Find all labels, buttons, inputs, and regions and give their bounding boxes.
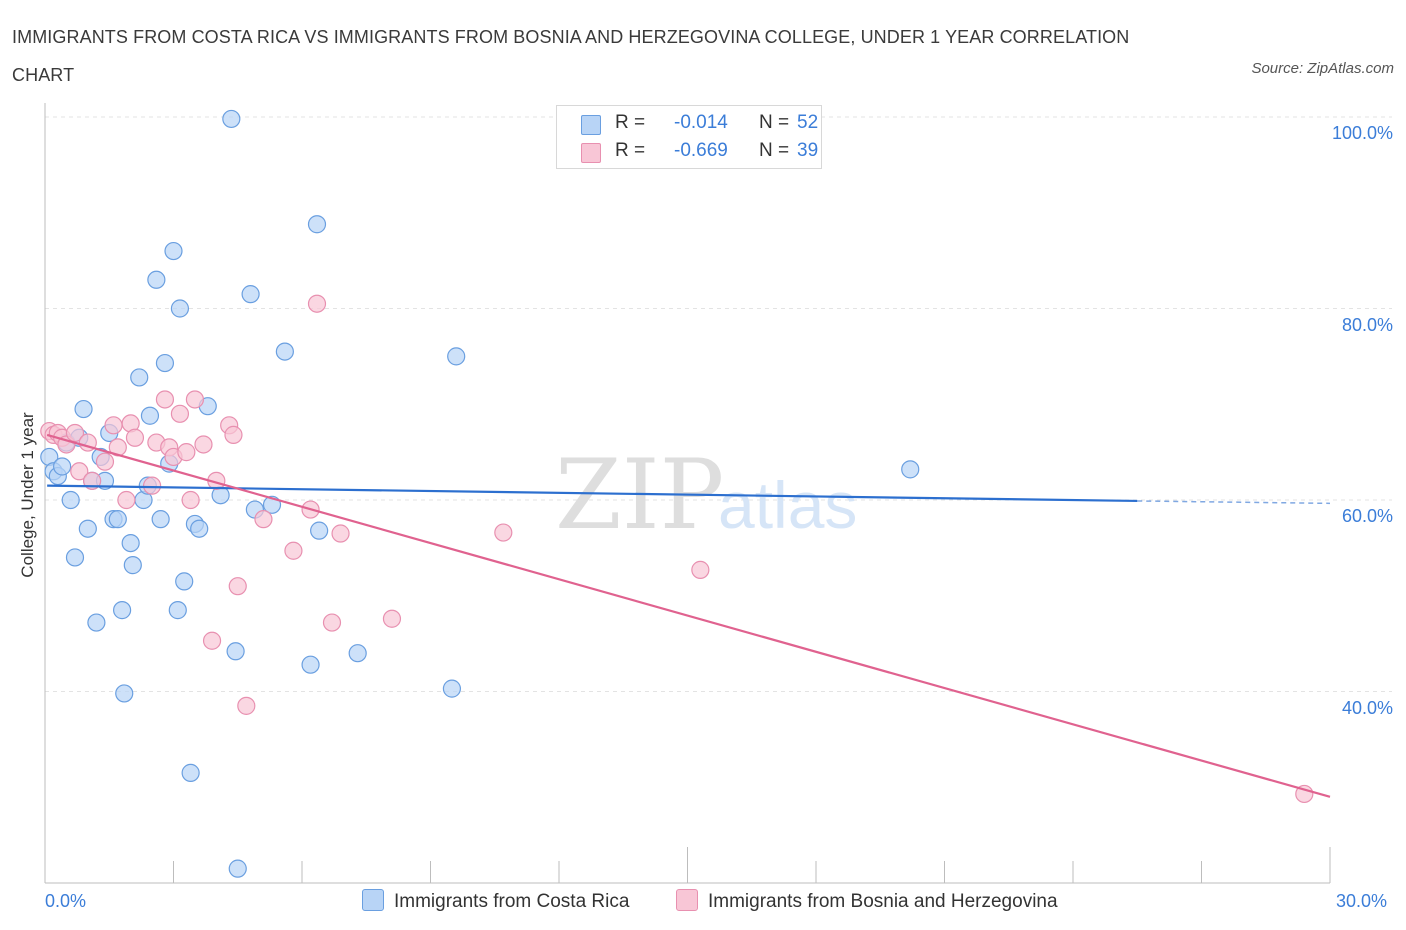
chart-title: IMMIGRANTS FROM COSTA RICA VS IMMIGRANTS… <box>12 27 1130 85</box>
y-tick-label: 100.0% <box>1331 123 1393 143</box>
legend-r-value: -0.014 <box>674 112 728 133</box>
point-bosnia <box>181 490 200 510</box>
point-costa-rica <box>108 510 127 529</box>
point-bosnia <box>155 390 175 409</box>
point-bosnia <box>65 423 85 443</box>
point-costa-rica <box>115 684 134 703</box>
point-costa-rica <box>147 270 166 289</box>
legend-n-value: 39 <box>797 140 819 161</box>
point-costa-rica <box>155 353 175 373</box>
point-bosnia <box>142 476 162 495</box>
point-costa-rica <box>181 763 200 782</box>
series-name-bosnia: Immigrants from Bosnia and Herzegovina <box>708 891 1058 912</box>
point-bosnia <box>331 524 350 543</box>
point-costa-rica <box>78 519 97 538</box>
x-tick-label-min: 0.0% <box>45 891 87 911</box>
legend-r-value: -0.669 <box>674 140 728 161</box>
point-bosnia <box>83 471 102 490</box>
series-legend-bosnia: Immigrants from Bosnia and Herzegovina <box>676 889 1058 913</box>
trendline-costa-rica <box>47 484 1138 503</box>
point-bosnia <box>382 609 402 628</box>
point-costa-rica <box>447 347 466 366</box>
point-costa-rica <box>65 548 85 567</box>
point-bosnia <box>224 425 243 444</box>
point-bosnia <box>254 510 273 529</box>
grid-lines <box>45 116 1392 692</box>
trendline-costa-rica-extension <box>1137 500 1331 505</box>
legend-n-label: N = <box>759 140 790 161</box>
point-costa-rica <box>228 859 247 878</box>
point-costa-rica <box>175 572 194 591</box>
point-bosnia <box>95 452 115 471</box>
point-bosnia <box>117 490 136 510</box>
trend-lines <box>46 433 1331 798</box>
point-costa-rica <box>310 521 329 540</box>
y-tick-label: 40.0% <box>1341 697 1393 718</box>
series-name-costa-rica: Immigrants from Costa Rica <box>394 891 630 912</box>
point-costa-rica <box>241 285 260 304</box>
legend-n-label: N = <box>759 112 790 133</box>
point-costa-rica <box>190 519 209 538</box>
point-bosnia <box>104 416 123 435</box>
point-costa-rica <box>74 399 93 419</box>
series-swatch-costa-rica <box>362 889 384 911</box>
point-bosnia <box>691 560 710 579</box>
point-costa-rica <box>123 556 142 575</box>
source-label: Source: ZipAtlas.com <box>1251 60 1394 77</box>
point-costa-rica <box>168 601 187 620</box>
y-tick-label: 80.0% <box>1341 314 1393 335</box>
point-bosnia <box>237 696 256 715</box>
legend-r-label: R = <box>615 140 646 161</box>
legend-swatch-costa-rica <box>581 115 601 135</box>
point-bosnia <box>202 631 222 650</box>
point-costa-rica <box>130 368 149 387</box>
point-bosnia <box>194 435 213 454</box>
point-bosnia <box>125 428 145 447</box>
point-costa-rica <box>151 510 170 529</box>
series-legend-costa-rica: Immigrants from Costa Rica <box>362 889 629 913</box>
series-swatch-bosnia <box>676 889 698 911</box>
x-tick-label-max: 30.0% <box>1336 891 1388 911</box>
point-costa-rica <box>164 241 183 261</box>
point-bosnia <box>307 294 327 313</box>
point-bosnia <box>185 390 205 409</box>
point-bosnia <box>177 443 196 462</box>
y-tick-label: 60.0% <box>1341 506 1393 526</box>
point-costa-rica <box>301 655 320 674</box>
trendline-bosnia <box>46 433 1331 798</box>
correlation-legend: R = -0.014 N = 52 R = -0.669 N = 39 <box>556 105 822 169</box>
legend-swatch-bosnia <box>581 143 601 163</box>
point-costa-rica <box>226 642 245 661</box>
point-costa-rica <box>87 613 106 632</box>
point-costa-rica <box>307 215 327 234</box>
point-costa-rica <box>348 644 367 663</box>
point-bosnia <box>284 541 303 560</box>
point-bosnia <box>70 462 89 481</box>
point-costa-rica <box>442 679 462 698</box>
point-bosnia <box>494 523 513 542</box>
point-bosnia <box>228 577 247 596</box>
point-costa-rica <box>170 299 190 318</box>
point-costa-rica <box>140 406 160 425</box>
legend-n-value: 52 <box>797 112 819 133</box>
point-bosnia <box>322 613 342 632</box>
point-costa-rica <box>61 490 80 510</box>
data-points <box>40 109 1314 878</box>
axes <box>44 103 1331 884</box>
point-costa-rica <box>901 460 920 479</box>
point-costa-rica <box>112 601 132 620</box>
legend-r-label: R = <box>615 112 646 133</box>
point-costa-rica <box>121 533 140 553</box>
point-costa-rica <box>275 342 294 361</box>
point-costa-rica <box>222 109 241 129</box>
point-bosnia <box>170 404 190 423</box>
watermark-atlas: atlas <box>718 468 857 542</box>
point-costa-rica <box>53 457 72 476</box>
